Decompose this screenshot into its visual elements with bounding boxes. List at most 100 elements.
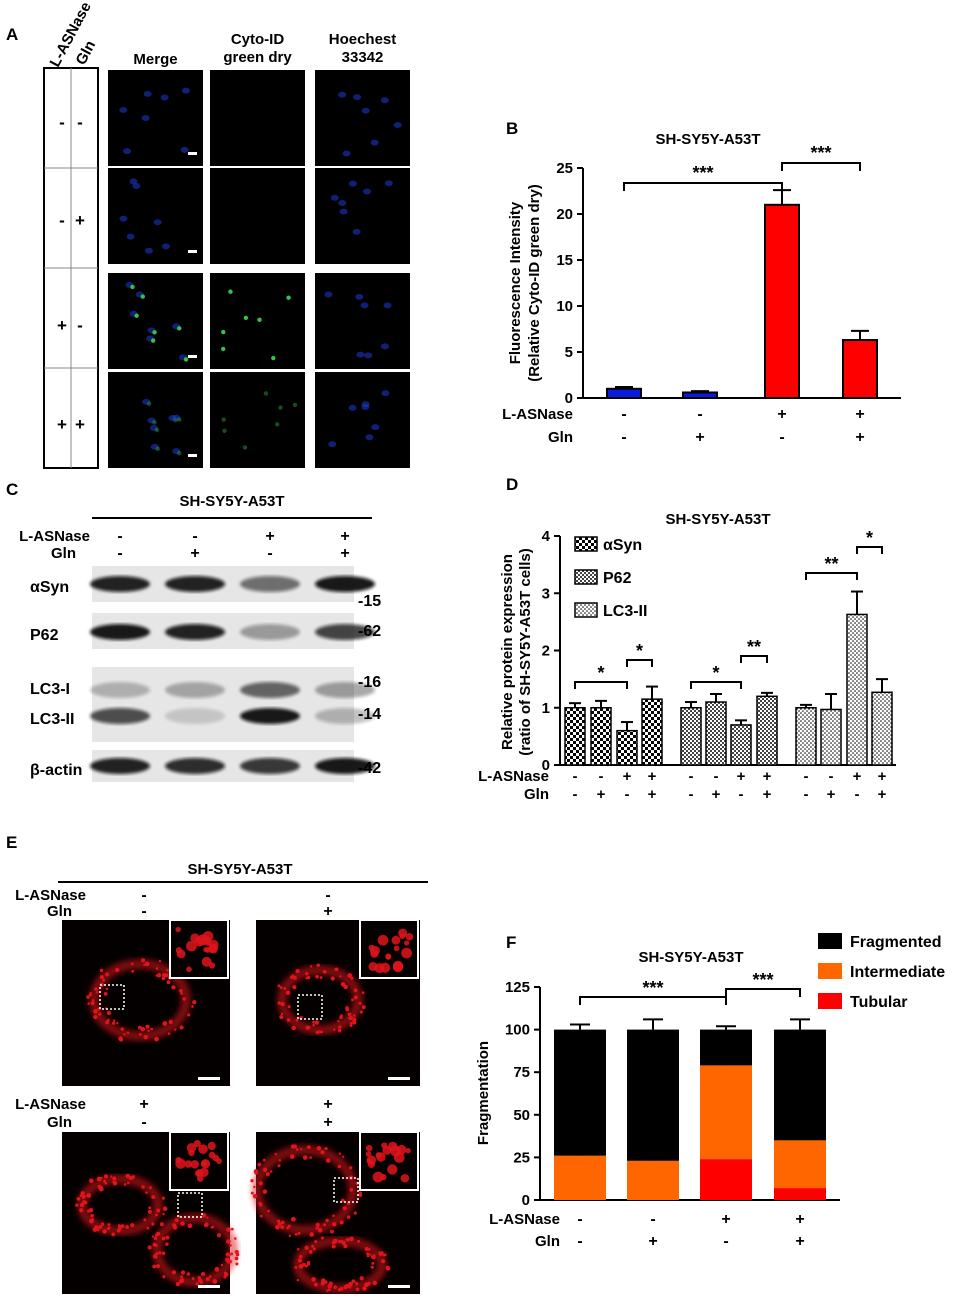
- panel-e-mitochondrion: [281, 1220, 285, 1225]
- panel-e-mitochondrion: [162, 1212, 165, 1216]
- panel-a-scale-bar: [188, 152, 197, 155]
- panel-e-mitochondrion: [327, 1283, 333, 1289]
- panel-e-mitochondrion: [259, 1203, 263, 1207]
- panel-e-mitochondrion: [381, 1259, 386, 1264]
- panel-b-significance-label: ***: [810, 143, 831, 163]
- panel-a-micrograph: [108, 273, 203, 369]
- panel-a-nucleus: [370, 139, 379, 146]
- panel-e-title: SH-SY5Y-A53T: [187, 861, 292, 878]
- panel-d-l-asnase-sign: -: [689, 768, 694, 785]
- panel-c-l-asnase-sign: +: [265, 528, 274, 545]
- panel-e-mitochondrion: [226, 1227, 231, 1232]
- panel-e-mitochondrion: [179, 1025, 184, 1030]
- panel-e-mitochondrion: [158, 1251, 162, 1255]
- panel-e-mitochondrion: [140, 958, 146, 963]
- panel-a-nucleus: [142, 398, 151, 405]
- panel-e-mitochondrion: [171, 985, 176, 990]
- panel-f-significance-bracket: [579, 996, 727, 1005]
- panel-e-mitochondrion: [154, 1233, 159, 1237]
- panel-a-nucleus: [384, 180, 393, 187]
- panel-e-inset-mitochondrion: [381, 1142, 388, 1149]
- panel-d-title: SH-SY5Y-A53T: [665, 511, 770, 528]
- panel-e-inset-mitochondrion: [199, 1167, 209, 1178]
- panel-d-y-tick-label: 3: [542, 585, 550, 602]
- panel-a-nucleus: [365, 434, 374, 441]
- panel-a-nucleus: [144, 247, 153, 254]
- panel-e-mitochondrion: [287, 1224, 291, 1228]
- panel-e-mitochondrion: [96, 990, 99, 994]
- panel-e-inset-mitochondrion: [365, 1144, 373, 1152]
- panel-e-mitochondrion: [265, 1172, 270, 1177]
- panel-e-mitochondrion: [147, 1209, 153, 1214]
- panel-e-inset-mitochondrion: [207, 1141, 216, 1151]
- panel-e-mitochondrion: [274, 1152, 278, 1156]
- panel-e-inset-mitochondrion: [200, 1159, 211, 1169]
- panel-f-legend-label: Fragmented: [850, 934, 942, 951]
- panel-e-mitochondrion: [345, 1237, 350, 1242]
- panel-a-gln-sign: +: [75, 211, 85, 230]
- panel-e-mitochondrion: [86, 1193, 92, 1198]
- panel-e-mitochondrion: [352, 1020, 357, 1025]
- panel-e-mitochondrion: [332, 1214, 335, 1218]
- panel-f-bar-segment: [774, 1140, 826, 1189]
- panel-a-autophagy-signal: [271, 355, 276, 361]
- panel-e-mitochondrion: [147, 1245, 152, 1250]
- panel-d-significance-label: **: [747, 637, 761, 657]
- panel-d-y-axis-label-2: (ratio of SH-SY5Y-A53T cells): [517, 548, 534, 756]
- panel-e-l-asnase-label-top: L-ASNase: [15, 887, 86, 904]
- panel-e-mitochondrion: [96, 1176, 102, 1182]
- panel-e-inset-mitochondrion: [186, 966, 192, 973]
- panel-e-mitochondrion: [262, 1189, 268, 1194]
- panel-e-mitochondrion: [167, 1032, 171, 1035]
- panel-e-mitochondrion: [349, 1166, 353, 1170]
- panel-a-nucleus: [352, 228, 361, 235]
- panel-e-mitochondrion: [314, 1240, 318, 1244]
- panel-e-mitochondrion: [118, 1036, 123, 1041]
- panel-e-mitochondrion: [138, 1032, 142, 1036]
- panel-a-image-background: [315, 70, 410, 166]
- panel-e-mitochondrion: [320, 1150, 325, 1155]
- panel-d-significance-label: *: [866, 528, 873, 548]
- panel-e-mitochondrion: [111, 1021, 116, 1025]
- panel-e-mitochondrion: [155, 974, 158, 977]
- panel-e-mitochondrion: [283, 987, 287, 991]
- panel-a-micrograph: [315, 70, 410, 166]
- panel-e-mitochondrion: [351, 1279, 356, 1284]
- panel-e-mitochondrion: [297, 1258, 303, 1263]
- panel-d-chart: SH-SY5Y-A53T 0 1 2 3 4 Relative protein expres…: [478, 511, 896, 803]
- panel-d-significance-bracket: [626, 659, 653, 667]
- panel-e-mitochondrion: [94, 1225, 99, 1230]
- panel-e-mitochondrion: [334, 967, 339, 972]
- panel-a-nucleus: [330, 194, 339, 201]
- panel-e-mitochondrion: [79, 1208, 84, 1213]
- panel-e-mitochondrion: [216, 1233, 222, 1238]
- panel-e-cell-glow: [152, 1213, 238, 1287]
- panel-e-mitochondrion: [342, 1206, 347, 1211]
- panel-a-nucleus: [380, 343, 389, 350]
- panel-c-molecular-weight: -62: [358, 623, 381, 640]
- panel-e-mitochondrion: [156, 1208, 161, 1213]
- panel-c-band: [165, 708, 225, 724]
- panel-e-inset-mitochondrion: [365, 1151, 372, 1157]
- panel-a-autophagy-signal: [134, 313, 139, 318]
- panel-e-mitochondrion: [302, 1262, 306, 1267]
- panel-e-mitochondrion: [125, 1225, 129, 1229]
- panel-e-mitochondrion: [306, 1262, 311, 1266]
- panel-d-l-asnase-sign: -: [804, 768, 809, 785]
- panel-e-mitochondrion: [349, 1021, 353, 1025]
- panel-e-mitochondrion: [186, 1272, 191, 1276]
- panel-e-mitochondrion: [112, 1180, 118, 1186]
- panel-d-l-asnase-sign: +: [737, 768, 746, 785]
- panel-d-significance-label: **: [824, 554, 838, 574]
- panel-e-mitochondrion: [179, 988, 183, 993]
- panel-e-mitochondrion: [180, 1221, 185, 1226]
- panel-e-mitochondrion: [204, 1222, 209, 1227]
- panel-e-mitochondrion: [195, 1282, 199, 1286]
- panel-e-mitochondrion: [152, 1195, 156, 1199]
- panel-d-gln-sign: -: [739, 786, 744, 803]
- panel-d-bar: [871, 691, 893, 766]
- panel-e-mitochondrion: [98, 1225, 103, 1229]
- panel-e-mitochondrion: [106, 1227, 110, 1230]
- panel-e-mitochondrion: [102, 978, 106, 982]
- panel-e-mitochondrion: [352, 1014, 356, 1018]
